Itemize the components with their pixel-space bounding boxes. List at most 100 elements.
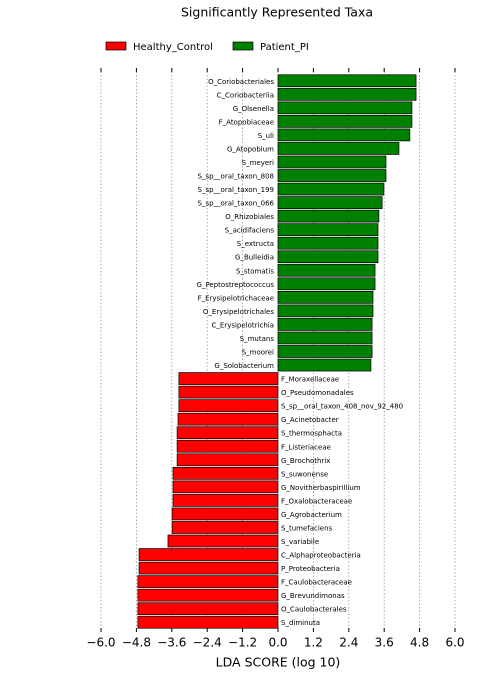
x-tick-label: −3.6: [157, 636, 186, 650]
category-label: S_acidifaciens: [225, 227, 275, 235]
category-label: P_Proteobacteria: [281, 565, 340, 573]
category-label: O_Caulobacterales: [281, 606, 347, 614]
bar: [277, 182, 385, 196]
category-label: O_Erysipelotrichales: [203, 308, 274, 316]
category-label: C_Erysipelotrichia: [212, 321, 275, 329]
bar: [172, 466, 279, 480]
category-label: G_Bulleidia: [235, 254, 274, 262]
category-label: G_Atopobium: [227, 145, 274, 153]
category-label: S_thermosphacta: [281, 430, 342, 438]
x-tick-label: 4.8: [410, 636, 429, 650]
category-label: S_meyeri: [242, 159, 274, 167]
category-label: G_Novitherbaspirillium: [281, 484, 361, 492]
x-tick-label: 2.4: [339, 636, 358, 650]
category-label: S_variabile: [281, 538, 319, 546]
category-label: G_Brochothrix: [281, 457, 330, 465]
bar: [277, 318, 373, 331]
category-label: G_Acinetobacter: [281, 416, 339, 424]
bar: [277, 101, 413, 115]
bar: [178, 372, 279, 385]
bar: [277, 87, 417, 101]
legend-swatch: [105, 41, 127, 51]
bar: [138, 548, 279, 561]
bar: [177, 412, 279, 426]
category-label: G_Peptostreptococcus: [197, 281, 275, 289]
bar: [176, 426, 279, 440]
bar: [137, 588, 279, 602]
bar: [277, 115, 413, 128]
bar: [277, 304, 374, 318]
bar: [277, 74, 417, 88]
category-label: S_mutans: [240, 335, 275, 343]
category-label: F_Caulobacteraceae: [281, 579, 352, 587]
bar: [137, 575, 279, 588]
bar: [277, 169, 387, 182]
bar: [172, 480, 279, 494]
bar: [277, 277, 376, 291]
x-tick-label: −6.0: [86, 636, 115, 650]
x-tick-label: 1.2: [304, 636, 323, 650]
category-label: C_Coriobacteriia: [217, 91, 274, 99]
category-label: O_Rhizobiales: [225, 213, 274, 221]
category-label: F_Atopobiaceae: [219, 118, 274, 126]
category-label: G_Olsenella: [233, 105, 274, 113]
x-tick-label: 0.0: [268, 636, 287, 650]
x-tick-label: −1.2: [228, 636, 257, 650]
x-tick-label: 3.6: [375, 636, 394, 650]
category-label: S_stomatis: [236, 267, 274, 275]
bar: [167, 534, 279, 548]
bar: [178, 385, 279, 399]
bar: [176, 439, 279, 453]
category-label: O_Pseudomonadales: [281, 389, 354, 397]
bar: [277, 345, 373, 358]
category-label: C_Alphaproteobacteria: [281, 552, 361, 560]
bar: [176, 453, 279, 467]
bar: [138, 561, 279, 575]
legend-swatch: [232, 41, 254, 51]
category-label: F_Listeriaceae: [281, 443, 331, 451]
bar: [277, 196, 383, 209]
bar: [137, 615, 279, 629]
bar: [277, 250, 379, 264]
bar: [277, 223, 379, 237]
category-label: S_sp__oral_taxon_199: [198, 186, 274, 194]
category-label: S_sp__oral_taxon_808: [198, 173, 274, 181]
category-label: S_tumefaciens: [281, 524, 333, 532]
category-label: F_Erysipelotrichaceae: [198, 294, 274, 302]
legend-label: Healthy_Control: [133, 42, 213, 53]
category-label: G_Solobacterium: [214, 362, 274, 370]
category-label: G_Agrobacterium: [281, 511, 342, 519]
bar: [277, 209, 380, 223]
bar: [277, 128, 411, 142]
category-label: F_Moraxellaceae: [281, 376, 339, 384]
bar: [277, 358, 372, 372]
bar: [277, 155, 387, 169]
category-label: S_uli: [258, 132, 274, 140]
bar: [137, 602, 279, 616]
x-axis-label: LDA SCORE (log 10): [216, 655, 341, 670]
category-label: S_extructa: [237, 240, 274, 248]
bar: [277, 291, 374, 304]
bar: [171, 507, 279, 521]
category-label: S_diminuta: [281, 619, 320, 627]
category-label: S_suwonense: [281, 470, 328, 478]
bar: [172, 494, 279, 507]
x-tick-label: −2.4: [193, 636, 222, 650]
bar: [171, 521, 279, 534]
category-label: F_Oxalobacteraceae: [281, 497, 352, 505]
legend-label: Patient_PI: [260, 42, 309, 53]
bar: [277, 236, 379, 250]
category-label: S_sp__oral_taxon_066: [198, 200, 275, 208]
bar: [277, 142, 400, 155]
x-tick-label: −4.8: [122, 636, 151, 650]
category-label: S_moorei: [242, 349, 274, 357]
category-label: G_Brevundimonas: [281, 592, 345, 600]
category-label: O_Coriobacteriales: [208, 78, 274, 86]
x-tick-label: 6.0: [445, 636, 464, 650]
chart-title: Significantly Represented Taxa: [181, 5, 373, 20]
bar: [178, 399, 279, 412]
category-label: S_sp__oral_taxon_408_nov_92_480: [281, 403, 403, 411]
bar: [277, 331, 373, 345]
bar: [277, 263, 376, 277]
